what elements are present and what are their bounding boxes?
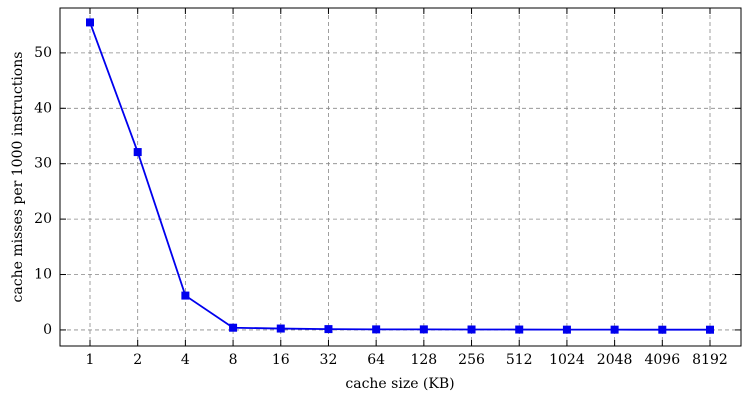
x-axis-label: cache size (KB) (345, 376, 454, 392)
point-marker (419, 325, 428, 334)
x-tick-label: 256 (458, 352, 485, 368)
y-tick-label: 20 (34, 211, 52, 227)
point-marker (706, 325, 714, 334)
point-marker (610, 325, 619, 334)
x-tick-label: 1 (86, 352, 95, 368)
x-tick-label: 2048 (597, 352, 633, 368)
point-marker (515, 325, 524, 334)
y-tick-label: 30 (34, 156, 52, 172)
point-marker (86, 18, 94, 27)
point-marker (133, 148, 142, 157)
x-tick-label: 16 (272, 352, 290, 368)
x-tick-label: 64 (367, 352, 385, 368)
point-marker (562, 325, 571, 334)
x-tick-label: 4096 (644, 352, 680, 368)
y-axis-label: cache misses per 1000 instructions (10, 52, 26, 303)
point-marker (229, 323, 238, 332)
x-tick-label: 1024 (549, 352, 585, 368)
x-tick-label: 512 (506, 352, 533, 368)
x-tick-label: 8 (229, 352, 238, 368)
y-tick-label: 10 (34, 267, 52, 283)
point-marker (467, 325, 476, 334)
y-tick-label: 50 (34, 45, 52, 61)
x-tick-label: 32 (320, 352, 338, 368)
point-marker (372, 325, 381, 334)
y-tick-label: 0 (43, 322, 52, 338)
x-tick-label: 128 (410, 352, 437, 368)
x-tick-label: 8192 (692, 352, 728, 368)
x-tick-label: 2 (133, 352, 142, 368)
x-tick-label: 4 (181, 352, 190, 368)
series-line (89, 22, 710, 331)
point-marker (276, 324, 285, 333)
plot-frame (59, 7, 742, 347)
point-marker (324, 325, 333, 334)
point-marker (658, 325, 667, 334)
point-marker (181, 291, 190, 300)
y-tick-label: 40 (34, 100, 52, 116)
